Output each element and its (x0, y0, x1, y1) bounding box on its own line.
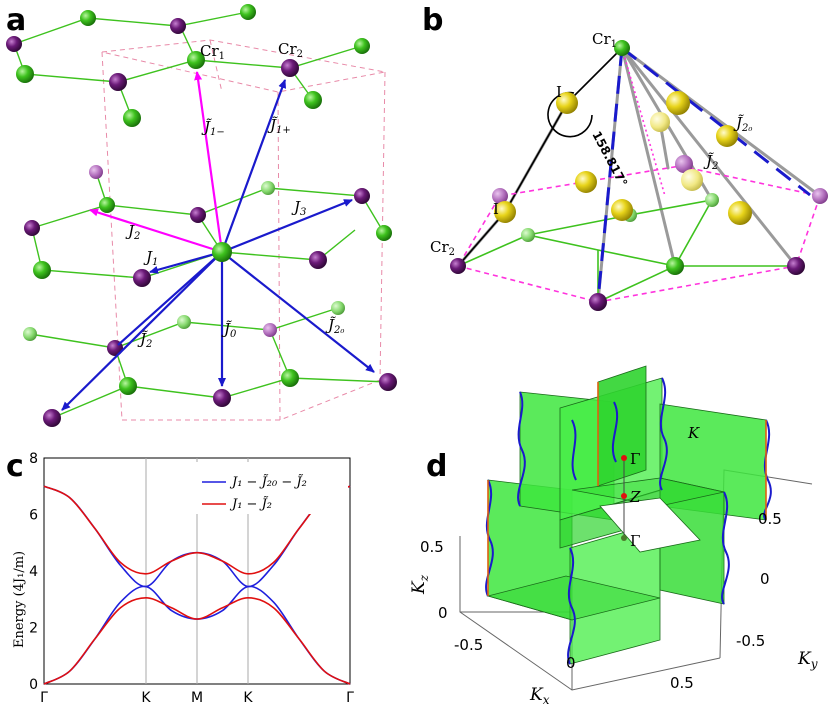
jt0-label: J̃0 (221, 320, 237, 340)
band-red-1 (43, 485, 351, 575)
b-cr1-label: Cr1 (592, 30, 617, 50)
jt2-label: J̃2 (137, 330, 152, 350)
gamma-top-point (621, 455, 627, 461)
jt20-label: J̃2₀ (325, 316, 344, 336)
panel-c: c 0 2 4 6 8 Γ K M K Γ Energy (4J₁/m) J₁ − J̃₂₀ −… (6, 449, 354, 706)
j2-label: J2 (125, 222, 140, 242)
pink-hexagon (456, 47, 822, 303)
x-tick-label: Γ (40, 690, 48, 706)
y-tick-label: 6 (29, 508, 38, 524)
jt20-bond (596, 47, 624, 301)
unit-cell-prism (101, 39, 386, 421)
ky-tick-0: 0.5 (758, 510, 782, 528)
jt20-bond-2 (621, 46, 811, 197)
center-cr-atom (212, 242, 232, 262)
y-tick-label: 8 (29, 451, 38, 467)
panel-d: d (409, 365, 818, 707)
bz-edge-red (487, 382, 767, 596)
b-cr2-label: Cr2 (430, 238, 455, 258)
panel-c-label: c (6, 449, 24, 484)
kx-tick-2: 0.5 (670, 674, 694, 692)
pyramid-edges (456, 46, 822, 304)
band-red-0 (43, 597, 351, 685)
ky-tick-1: 0 (760, 570, 770, 588)
z-label: Z (629, 488, 641, 506)
y-ticks: 0 2 4 6 8 (29, 451, 38, 693)
kz-tick-1: 0 (438, 604, 448, 622)
panel-a: a (6, 3, 397, 427)
y-tick-label: 2 (29, 621, 38, 637)
panel-a-label: a (6, 3, 26, 38)
cr2-label: Cr2 (278, 40, 303, 60)
mid-layer-atoms (24, 165, 392, 287)
gamma-bot-label: Γ (630, 532, 640, 550)
gamma-top-label: Γ (630, 450, 640, 468)
j3-label: J3 (291, 198, 306, 218)
j1-minus-label: J̃1− (201, 118, 225, 138)
high-symmetry-points (621, 455, 627, 541)
b-jt20-label: J̃2₀ (733, 114, 752, 134)
kx-axis-label: Kx (529, 685, 550, 707)
gamma-bot-point (621, 535, 627, 541)
y-axis-label: Energy (4J₁/m) (12, 551, 27, 648)
j1-plus-label: J̃1+ (267, 116, 291, 136)
kx-tick-1: 0 (566, 654, 576, 672)
b-i-top-label: I (556, 83, 562, 101)
panel-b-atoms (450, 40, 828, 311)
mid-layer-bonds (31, 171, 385, 279)
cr1-label: Cr1 (200, 42, 225, 62)
kz-axis-label: Kz (409, 574, 431, 595)
panel-b: b (422, 3, 828, 311)
ky-axis-label: Ky (797, 649, 818, 671)
panel-b-label: b (422, 3, 443, 38)
bz-edge-curves (485, 377, 772, 665)
x-tick-label: M (191, 690, 203, 706)
ky-tick-2: -0.5 (736, 632, 765, 650)
z-point (621, 493, 627, 499)
x-tick-label: K (141, 690, 151, 706)
legend: J₁ − J̃₂₀ − J̃₂ J₁ − J̃₂ (196, 462, 348, 514)
b-i-bot-label: I (493, 200, 499, 218)
kz-tick-0: 0.5 (420, 538, 444, 556)
legend-entry-blue: J₁ − J̃₂₀ − J̃₂ (229, 474, 307, 490)
bot-layer-atoms (23, 301, 397, 427)
y-tick-label: 4 (29, 564, 38, 580)
top-layer-atoms (6, 4, 370, 127)
panel-d-label: d (426, 449, 447, 484)
band-curves (43, 485, 351, 685)
x-tick-label: Γ (346, 690, 354, 706)
x-tick-label: K (243, 690, 253, 706)
bz-sheets (486, 365, 767, 665)
iodine-path (457, 47, 623, 267)
exchange-arrows (61, 71, 375, 411)
kx-tick-0: -0.5 (454, 636, 483, 654)
k-label: K (687, 424, 700, 442)
b-jt2-label: J̃2 (703, 152, 718, 172)
j1-label: J1 (143, 248, 158, 268)
legend-entry-red: J₁ − J̃₂ (229, 496, 272, 512)
y-tick-label: 0 (29, 677, 38, 693)
